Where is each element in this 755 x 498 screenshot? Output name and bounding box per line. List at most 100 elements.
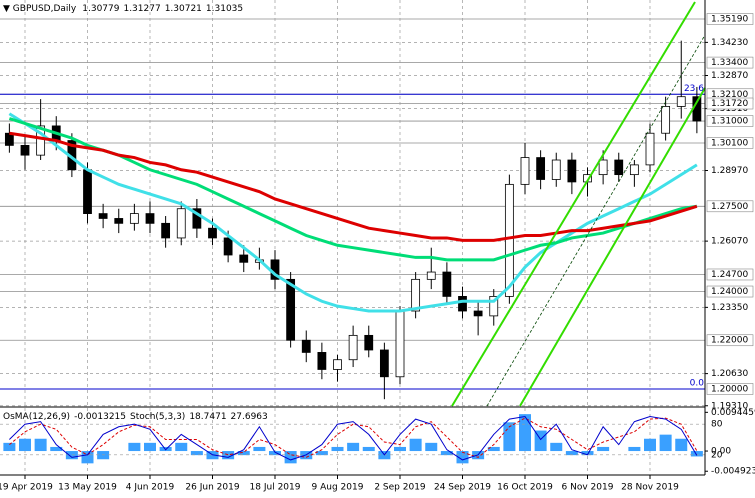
y-tick-label: 1.19310 <box>711 401 748 411</box>
osma-bar <box>3 442 16 452</box>
level-label: 1.31720 <box>711 99 748 109</box>
osma-title: OsMA(12,26,9) <box>3 412 70 422</box>
candle-body <box>20 145 30 156</box>
x-tick-label: 6 Nov 2019 <box>562 483 614 493</box>
stoch-title: Stoch(5,3,3) <box>130 412 185 422</box>
level-box <box>706 13 754 25</box>
candle-body <box>645 132 655 166</box>
y-tick-label: 1.32870 <box>711 71 748 81</box>
level-label: 1.24000 <box>711 287 748 297</box>
osma-bar <box>565 451 578 456</box>
candle-body <box>333 359 342 370</box>
stoch-main-value: 18.7471 <box>189 412 226 422</box>
osma-bar <box>394 446 406 452</box>
level-box <box>706 97 754 110</box>
fib-label: 23.6 <box>684 84 704 94</box>
stoch-tick-label: 20 <box>711 450 723 460</box>
x-tick-label: 4 Jun 2019 <box>126 483 175 493</box>
level-label: 1.22000 <box>711 336 748 346</box>
osma-bar <box>347 442 360 452</box>
level-box <box>706 268 754 281</box>
level-label: 1.20000 <box>711 384 748 394</box>
osma-bar <box>690 451 703 457</box>
osma-bar <box>331 446 344 452</box>
last-close: 1.31035 <box>206 4 243 14</box>
last-high: 1.31277 <box>123 4 160 14</box>
candle-body <box>411 278 421 312</box>
candle-body <box>129 213 139 224</box>
level-box <box>706 334 754 347</box>
candle-body <box>520 157 530 185</box>
candle-body <box>98 213 108 219</box>
level-box <box>706 383 754 395</box>
channel-lower <box>519 87 706 407</box>
candle-body <box>379 349 389 378</box>
x-tick-label: 26 Jun 2019 <box>185 483 239 493</box>
candle-body <box>145 213 155 224</box>
candle-body <box>223 237 233 256</box>
osma-bar <box>519 414 531 452</box>
y-tick-label: 1.20630 <box>711 369 748 379</box>
osma-bar <box>362 446 375 452</box>
candle-body <box>348 334 358 361</box>
osma-bar <box>81 451 94 464</box>
level-box <box>706 115 754 127</box>
level-label: 1.35190 <box>711 14 748 24</box>
level-label: 1.27500 <box>711 202 748 212</box>
candle-body <box>551 159 561 180</box>
osma-tick-label: 0.0094459 <box>711 408 755 418</box>
symbol: GBPUSD,Daily <box>13 4 77 14</box>
y-tick-label: 1.26070 <box>711 237 748 247</box>
candle-body <box>239 254 249 263</box>
candle-body <box>614 159 624 176</box>
candle-body <box>317 352 327 370</box>
osma-bar <box>237 451 250 456</box>
osma-bar <box>675 438 688 452</box>
candle-body <box>192 208 202 229</box>
last-low: 1.30721 <box>165 4 202 14</box>
osma-tick-label: 0.00 <box>711 447 731 457</box>
axes: 1.342301.328701.315101.289701.260701.233… <box>0 13 755 493</box>
candle-body <box>629 164 639 176</box>
osma-bar <box>550 442 563 452</box>
candle-body <box>489 296 499 317</box>
channel-mid <box>486 34 706 407</box>
osma-bar <box>644 438 656 452</box>
candle-body <box>458 296 467 312</box>
level-label: 1.31000 <box>711 117 748 127</box>
level-box <box>706 285 754 298</box>
osma-bar <box>19 438 31 452</box>
candle-body <box>442 271 452 297</box>
x-tick-label: 28 Nov 2019 <box>621 483 679 493</box>
x-tick-label: 16 Oct 2019 <box>497 483 553 493</box>
osma-bar <box>284 451 297 464</box>
osma-bar <box>440 451 453 456</box>
osma-bar <box>487 446 500 452</box>
x-tick-label: 19 Apr 2019 <box>0 483 53 493</box>
y-tick-label: 1.23350 <box>711 303 748 313</box>
candle-body <box>208 227 217 239</box>
stoch-signal <box>9 417 698 458</box>
candle-body <box>364 334 374 351</box>
moving-average <box>8 112 698 313</box>
candle-body <box>161 222 171 239</box>
level-label: 1.33400 <box>711 58 748 68</box>
candle-body <box>426 271 436 280</box>
candle-body <box>661 106 671 134</box>
candle-body <box>286 278 296 341</box>
osma-bar <box>659 434 672 452</box>
candle-body <box>36 125 46 156</box>
candle-body <box>676 96 686 107</box>
channel-upper <box>451 1 696 407</box>
level-box <box>706 56 754 69</box>
candle-body <box>395 310 405 378</box>
candle-body <box>504 183 514 297</box>
osma-bar <box>34 438 47 452</box>
candle-body <box>567 159 577 183</box>
osma-value: -0.0013215 <box>74 412 126 422</box>
osma-bar <box>175 442 188 452</box>
x-tick-label: 2 Sep 2019 <box>374 483 426 493</box>
